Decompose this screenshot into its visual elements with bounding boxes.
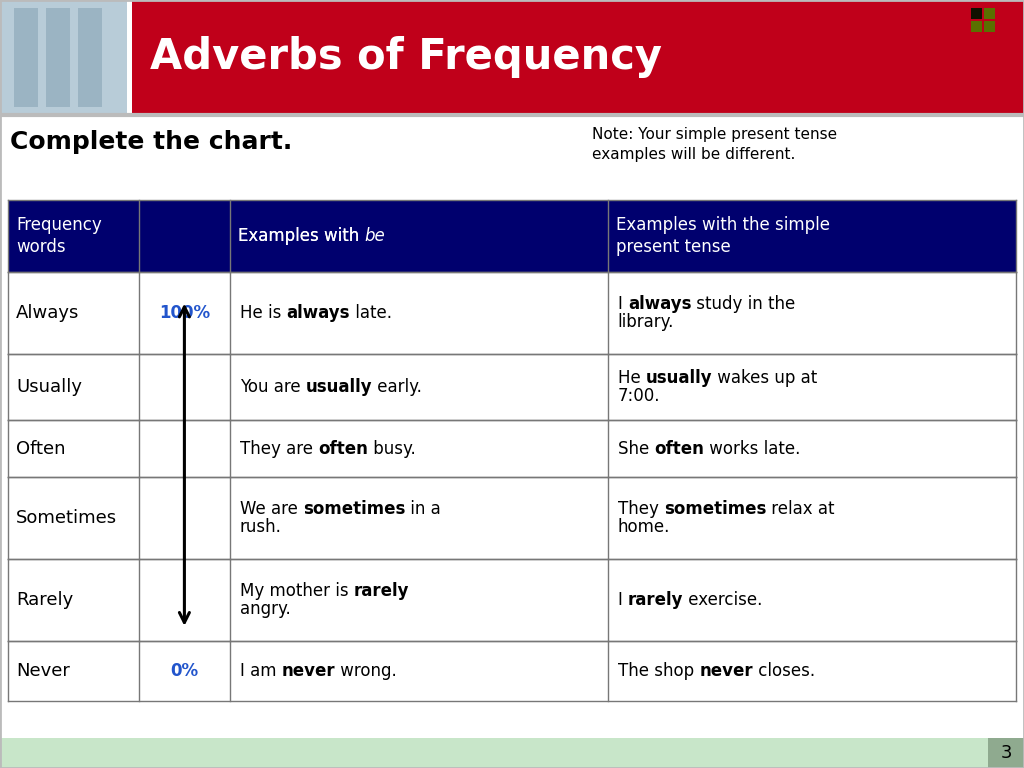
Polygon shape xyxy=(984,8,995,19)
Text: We are: We are xyxy=(240,500,303,518)
Text: They: They xyxy=(617,500,664,518)
Text: Note: Your simple present tense
examples will be different.: Note: Your simple present tense examples… xyxy=(592,127,838,162)
Text: 7:00.: 7:00. xyxy=(617,387,660,405)
Text: late.: late. xyxy=(350,304,392,322)
Text: Rarely: Rarely xyxy=(16,591,74,609)
Text: study in the: study in the xyxy=(691,295,796,313)
Text: Usually: Usually xyxy=(16,378,82,396)
Text: sometimes: sometimes xyxy=(664,500,766,518)
Text: Examples with: Examples with xyxy=(238,227,365,245)
Text: closes.: closes. xyxy=(753,662,815,680)
Text: angry.: angry. xyxy=(240,600,291,618)
Text: library.: library. xyxy=(617,313,674,331)
Text: Complete the chart.: Complete the chart. xyxy=(10,130,292,154)
Text: Sometimes: Sometimes xyxy=(16,509,117,527)
Polygon shape xyxy=(8,559,1016,641)
Text: Examples with the simple
present tense: Examples with the simple present tense xyxy=(615,216,829,256)
Text: rarely: rarely xyxy=(353,582,410,600)
Polygon shape xyxy=(46,8,70,107)
Text: rush.: rush. xyxy=(240,518,282,536)
Polygon shape xyxy=(0,738,1024,768)
Text: They are: They are xyxy=(240,439,318,458)
Text: wakes up at: wakes up at xyxy=(713,369,817,387)
Polygon shape xyxy=(988,738,1024,768)
Polygon shape xyxy=(8,641,1016,701)
Text: early.: early. xyxy=(373,378,422,396)
Text: I: I xyxy=(617,591,628,609)
Text: exercise.: exercise. xyxy=(683,591,763,609)
Polygon shape xyxy=(971,8,982,19)
Polygon shape xyxy=(78,8,102,107)
Text: 0%: 0% xyxy=(170,662,199,680)
Text: often: often xyxy=(654,439,705,458)
Text: Frequency
words: Frequency words xyxy=(16,216,101,256)
Polygon shape xyxy=(8,272,1016,354)
Text: works late.: works late. xyxy=(705,439,801,458)
Text: rarely: rarely xyxy=(628,591,683,609)
Polygon shape xyxy=(8,477,1016,559)
Text: be: be xyxy=(365,227,385,245)
Text: usually: usually xyxy=(646,369,713,387)
Polygon shape xyxy=(8,420,1016,477)
Text: You are: You are xyxy=(240,378,305,396)
Polygon shape xyxy=(984,21,995,32)
Text: wrong.: wrong. xyxy=(335,662,397,680)
Text: sometimes: sometimes xyxy=(303,500,406,518)
Text: 100%: 100% xyxy=(159,304,210,322)
Text: I: I xyxy=(617,295,628,313)
Text: in a: in a xyxy=(406,500,441,518)
Polygon shape xyxy=(8,354,1016,420)
Text: busy.: busy. xyxy=(368,439,416,458)
Text: usually: usually xyxy=(305,378,373,396)
Polygon shape xyxy=(14,8,38,107)
Text: He is: He is xyxy=(240,304,287,322)
Polygon shape xyxy=(971,21,982,32)
Text: relax at: relax at xyxy=(766,500,835,518)
Text: Adverbs of Frequency: Adverbs of Frequency xyxy=(150,37,662,78)
Text: always: always xyxy=(628,295,691,313)
Polygon shape xyxy=(127,0,132,115)
Text: He: He xyxy=(617,369,646,387)
Text: The shop: The shop xyxy=(617,662,699,680)
Text: I am: I am xyxy=(240,662,282,680)
Text: 3: 3 xyxy=(1000,744,1012,762)
Text: home.: home. xyxy=(617,518,670,536)
Text: never: never xyxy=(282,662,335,680)
Text: never: never xyxy=(699,662,753,680)
Text: She: She xyxy=(617,439,654,458)
Text: Examples with: Examples with xyxy=(238,227,365,245)
Text: Never: Never xyxy=(16,662,70,680)
Text: always: always xyxy=(287,304,350,322)
Polygon shape xyxy=(132,0,1024,115)
Text: Always: Always xyxy=(16,304,80,322)
Text: Often: Often xyxy=(16,439,66,458)
Polygon shape xyxy=(0,0,130,115)
Text: often: often xyxy=(318,439,368,458)
Text: My mother is: My mother is xyxy=(240,582,353,600)
Polygon shape xyxy=(8,200,1016,272)
